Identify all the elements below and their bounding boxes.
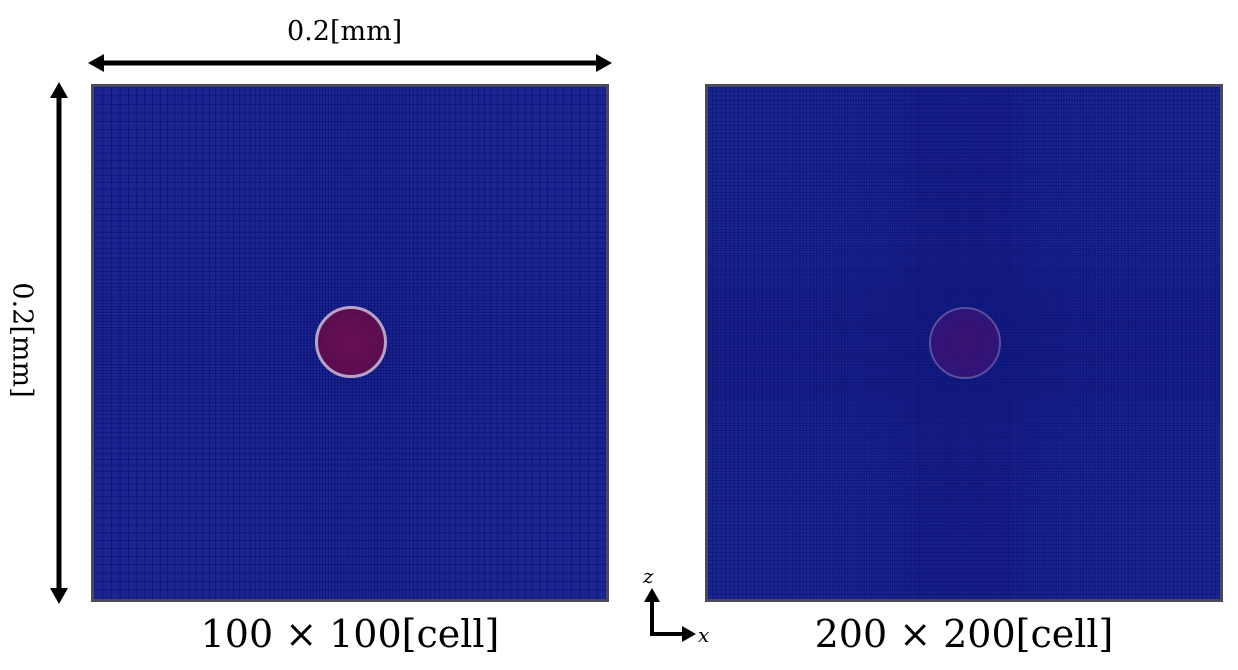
- caption-fine: 200 × 200[cell]: [814, 612, 1114, 656]
- width-dimension-label: 0.2[mm]: [287, 16, 403, 47]
- axes-indicator: [644, 588, 696, 642]
- height-dimension-label: 0.2[mm]: [6, 282, 38, 398]
- droplet-fine: [929, 307, 1001, 379]
- mesh-panel-fine: [705, 84, 1223, 602]
- droplet-coarse: [315, 306, 387, 378]
- caption-coarse: 100 × 100[cell]: [200, 612, 500, 656]
- mesh-panel-coarse: [91, 84, 609, 602]
- axis-x-label: x: [698, 623, 710, 647]
- axis-z-label: z: [643, 564, 654, 588]
- height-arrow: [50, 82, 68, 604]
- width-arrow: [88, 54, 612, 72]
